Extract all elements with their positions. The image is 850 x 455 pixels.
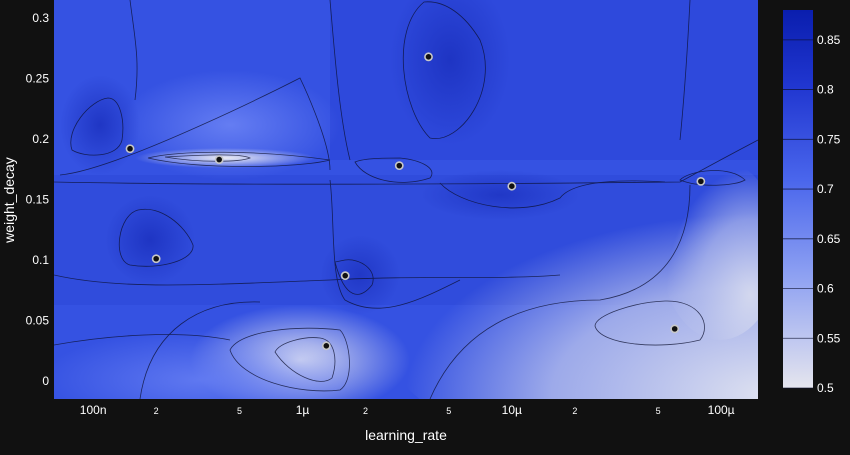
x-tick-label: 2: [154, 406, 159, 416]
trial-point: [126, 145, 133, 152]
colorbar-tick-label: 0.5: [817, 381, 834, 395]
x-tick-label: 2: [363, 406, 368, 416]
colorbar-tick-label: 0.55: [817, 331, 841, 345]
trial-point: [323, 342, 330, 349]
colorbar-tick-label: 0.75: [817, 132, 841, 146]
y-tick-label: 0.1: [32, 253, 49, 267]
y-tick-label: 0.05: [26, 313, 50, 327]
trial-point: [425, 53, 432, 60]
x-axis: 100n 2 5 1µ 2 5 10µ 2 5 100µ: [80, 403, 735, 417]
colorbar: 0.5 0.55 0.6 0.65 0.7 0.75 0.8 0.85: [783, 10, 841, 395]
trial-point: [671, 325, 678, 332]
y-axis-title: weight_decay: [1, 157, 17, 244]
trial-point: [508, 183, 515, 190]
y-tick-label: 0.15: [26, 193, 50, 207]
y-tick-label: 0.2: [32, 132, 49, 146]
x-tick-label: 1µ: [296, 403, 310, 417]
y-axis: 0 0.05 0.1 0.15 0.2 0.25 0.3: [26, 11, 50, 388]
trial-point: [396, 162, 403, 169]
trial-point: [342, 272, 349, 279]
x-tick-label: 100n: [80, 403, 107, 417]
colorbar-tick-label: 0.65: [817, 232, 841, 246]
trial-point: [697, 178, 704, 185]
colorbar-tick-label: 0.6: [817, 282, 834, 296]
y-tick-label: 0.25: [26, 72, 50, 86]
x-tick-label: 2: [572, 406, 577, 416]
colorbar-tick-label: 0.7: [817, 182, 834, 196]
x-tick-label: 5: [237, 406, 242, 416]
colorbar-gradient: [783, 10, 813, 388]
colorbar-tick-label: 0.85: [817, 33, 841, 47]
trial-point: [216, 156, 223, 163]
x-tick-label: 100µ: [708, 403, 735, 417]
colorbar-tick-label: 0.8: [817, 83, 834, 97]
x-axis-title: learning_rate: [365, 427, 447, 443]
x-tick-label: 5: [656, 406, 661, 416]
x-tick-label: 5: [446, 406, 451, 416]
trial-point: [153, 255, 160, 262]
contour-field: [40, 0, 850, 450]
y-tick-label: 0.3: [32, 11, 49, 25]
y-tick-label: 0: [42, 374, 49, 388]
x-tick-label: 10µ: [502, 403, 522, 417]
